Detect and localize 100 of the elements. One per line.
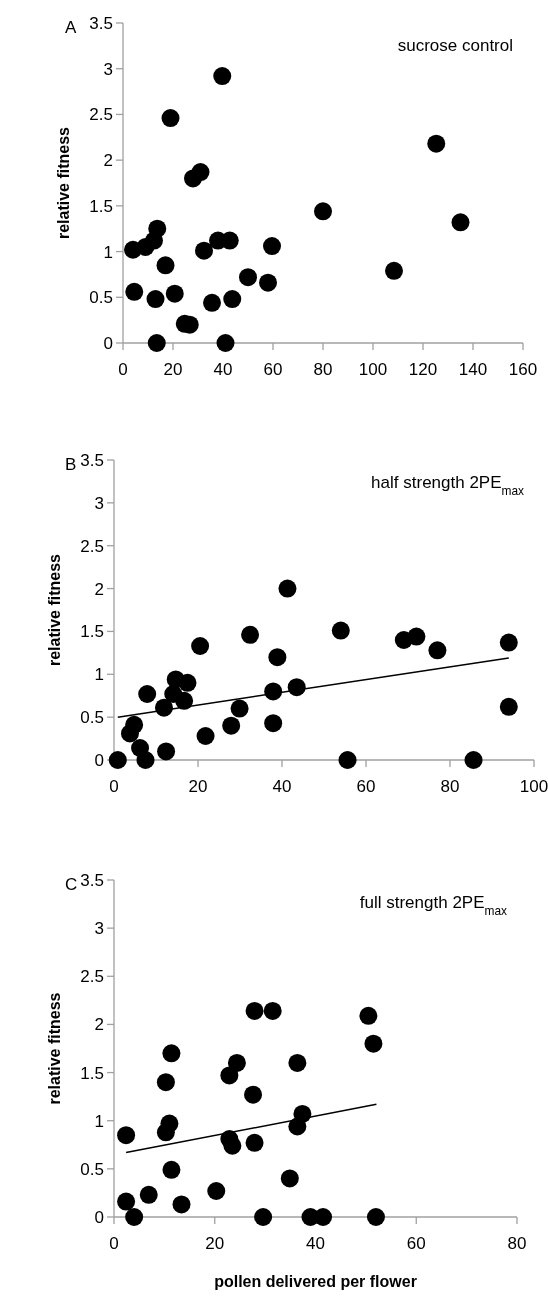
point <box>359 1006 378 1025</box>
point <box>203 293 221 312</box>
y-tick-label: 1.5 <box>80 1063 104 1083</box>
point <box>223 290 242 309</box>
point <box>364 1034 383 1053</box>
x-tick-label: 40 <box>306 1234 325 1253</box>
y-tick-label: 3 <box>94 493 104 513</box>
point <box>464 751 483 769</box>
point <box>175 691 194 710</box>
point <box>385 261 403 280</box>
point <box>245 1001 264 1020</box>
text: C <box>65 875 78 894</box>
y-tick-label: 2 <box>94 1015 104 1035</box>
y-tick-label: 3.5 <box>89 13 113 33</box>
point <box>131 739 150 757</box>
point <box>161 109 180 128</box>
x-tick-label: 60 <box>406 1234 426 1253</box>
text: full strength 2PE$_{max}$ <box>359 893 508 918</box>
point <box>407 627 426 646</box>
point <box>138 685 157 703</box>
point <box>239 268 257 287</box>
y-tick-label: 2.5 <box>80 536 104 556</box>
point <box>195 241 213 260</box>
point <box>428 641 447 660</box>
point <box>427 134 446 153</box>
x-tick-label: 100 <box>519 777 548 796</box>
y-tick-label: 2.5 <box>89 105 113 125</box>
y-tick-label: 0.5 <box>80 708 104 728</box>
point <box>157 742 176 761</box>
point <box>314 202 332 221</box>
point <box>245 1133 264 1152</box>
y-tick-label: 1 <box>103 242 113 262</box>
x-tick-label: 80 <box>313 360 333 379</box>
x-tick-label: 160 <box>508 360 538 379</box>
y-tick-label: 2 <box>103 151 113 171</box>
point <box>314 1208 333 1226</box>
point <box>288 1117 307 1136</box>
y-tick-label: 0.5 <box>89 288 113 308</box>
y-tick-label: 0 <box>94 1207 104 1227</box>
point <box>268 648 287 667</box>
point <box>331 621 350 640</box>
y-tick-label: 0 <box>94 750 104 770</box>
point <box>499 633 518 652</box>
y-tick-label: 2.5 <box>80 967 104 987</box>
point <box>146 290 165 309</box>
point <box>244 1085 263 1104</box>
y-tick-label: 3.5 <box>80 870 104 890</box>
x-tick-label: 80 <box>440 777 460 796</box>
point <box>162 1160 181 1179</box>
point <box>165 284 184 303</box>
point <box>288 1053 307 1072</box>
x-tick-label: 20 <box>188 777 208 796</box>
point <box>366 1208 385 1226</box>
y-tick-label: 1.5 <box>89 196 113 216</box>
text: B <box>65 455 77 474</box>
point <box>148 219 167 238</box>
point <box>241 625 260 644</box>
x-tick-label: 120 <box>408 360 438 379</box>
x-axis-title: pollen delivered per flower <box>214 1273 417 1290</box>
x-tick-label: 60 <box>263 360 283 379</box>
y-axis-title: relative fitness <box>46 553 63 667</box>
y-tick-label: 1 <box>94 665 104 685</box>
point <box>230 699 249 718</box>
point <box>139 1185 158 1204</box>
x-tick-label: 140 <box>458 360 488 379</box>
text: half strength 2PE$_{max}$ <box>371 473 525 498</box>
text: A <box>65 18 77 37</box>
point <box>125 715 144 734</box>
point <box>191 163 210 182</box>
point <box>108 751 127 769</box>
point <box>191 637 210 655</box>
point <box>254 1208 273 1226</box>
point <box>117 1126 136 1145</box>
y-tick-label: 0 <box>103 333 113 353</box>
point <box>499 697 518 716</box>
y-tick-label: 3 <box>94 919 104 939</box>
point <box>222 716 241 735</box>
y-tick-label: 3 <box>103 59 113 79</box>
point <box>338 751 357 769</box>
y-tick-label: 3.5 <box>80 450 104 470</box>
point <box>259 273 277 292</box>
point <box>156 256 175 275</box>
point <box>263 1001 282 1020</box>
x-tick-label: 0 <box>118 360 128 379</box>
point <box>263 237 281 256</box>
point <box>172 1195 191 1214</box>
x-tick-label: 80 <box>507 1234 527 1253</box>
point <box>196 727 215 745</box>
x-tick-label: 60 <box>356 777 376 796</box>
point <box>280 1169 299 1188</box>
y-tick-label: 0.5 <box>80 1159 104 1179</box>
point <box>156 1073 175 1092</box>
x-tick-label: 20 <box>163 360 183 379</box>
y-axis-title: relative fitness <box>55 126 72 240</box>
point <box>451 213 470 232</box>
x-tick-label: 100 <box>358 360 388 379</box>
point <box>178 673 197 692</box>
point <box>156 1123 175 1142</box>
text: sucrose control <box>397 36 513 55</box>
y-axis-title: relative fitness <box>46 992 63 1105</box>
